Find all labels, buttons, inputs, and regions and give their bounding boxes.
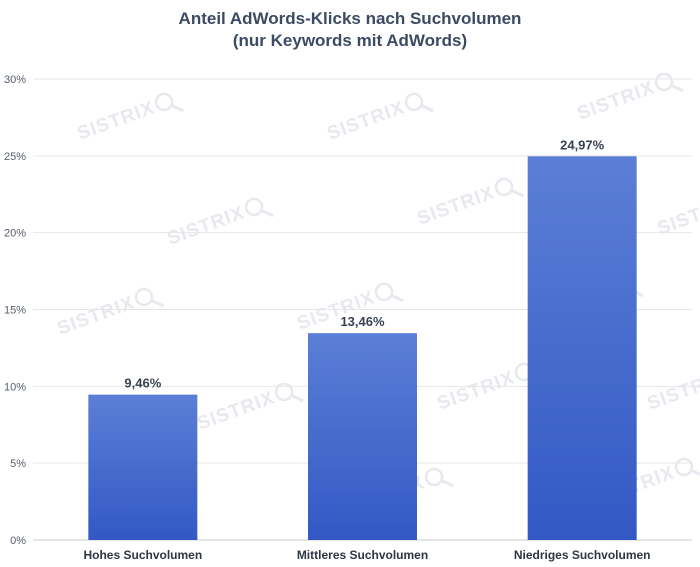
magnifier-icon xyxy=(154,92,174,112)
magnifier-icon xyxy=(674,457,694,477)
watermark-logo: SISTRIX xyxy=(435,362,544,415)
magnifier-icon xyxy=(494,177,514,197)
magnifier-icon xyxy=(374,282,394,302)
magnifier-handle xyxy=(391,294,404,303)
x-tick-label: Niedriges Suchvolumen xyxy=(514,548,651,562)
watermark-logo: SISTRIX xyxy=(165,197,274,250)
y-tick-label: 30% xyxy=(4,74,26,86)
magnifier-icon xyxy=(424,467,444,487)
bar xyxy=(527,156,637,541)
watermark-text: SISTRIX xyxy=(415,182,498,229)
watermark-logo: SISTRIX xyxy=(325,92,434,145)
magnifier-handle xyxy=(671,84,684,93)
magnifier-handle xyxy=(171,104,184,113)
watermark-logo: SISTRIX xyxy=(415,177,524,230)
magnifier-handle xyxy=(291,394,304,403)
data-label: 13,46% xyxy=(340,314,385,329)
watermark-logo: SISTRIX xyxy=(645,367,700,414)
magnifier-handle xyxy=(691,469,700,478)
magnifier-handle xyxy=(421,104,434,113)
magnifier-icon xyxy=(404,92,424,112)
magnifier-icon xyxy=(274,382,294,402)
watermark-text: SISTRIX xyxy=(575,77,658,124)
watermark-text: SISTRIX xyxy=(165,202,248,249)
y-tick-label: 20% xyxy=(4,228,26,240)
magnifier-handle xyxy=(261,209,274,218)
watermark-logo: SISTRIX xyxy=(195,382,304,435)
bar xyxy=(88,394,198,540)
chart-title: Anteil AdWords-Klicks nach Suchvolumen xyxy=(178,9,522,28)
y-axis: 0% 5% 10% 15% 20% 25% 30% xyxy=(4,74,26,547)
watermark-text: SISTRIX xyxy=(195,387,278,434)
watermark-text: SISTRIX xyxy=(435,367,518,414)
y-tick-label: 5% xyxy=(10,458,26,470)
magnifier-icon xyxy=(134,287,154,307)
watermark-logo: SISTRIX xyxy=(55,287,164,340)
x-axis: Hohes Suchvolumen Mittleres Suchvolumen Ni… xyxy=(83,548,650,562)
value-labels: 9,46% 13,46% 24,97% xyxy=(124,137,604,390)
x-tick-label: Hohes Suchvolumen xyxy=(83,548,202,562)
magnifier-handle xyxy=(441,479,454,488)
watermark-logo: SISTRIX xyxy=(575,72,684,125)
magnifier-handle xyxy=(511,189,524,198)
bar xyxy=(308,333,417,540)
x-tick-label: Mittleres Suchvolumen xyxy=(297,548,428,562)
watermark-text: SISTRIX xyxy=(325,97,408,144)
y-tick-label: 10% xyxy=(4,381,26,393)
magnifier-icon xyxy=(244,197,264,217)
y-tick-label: 0% xyxy=(10,535,26,547)
magnifier-icon xyxy=(654,72,674,92)
watermark-text: SISTRIX xyxy=(75,97,158,144)
watermark-text: SISTRIX xyxy=(645,367,700,414)
y-tick-label: 25% xyxy=(4,151,26,163)
bars xyxy=(88,156,637,541)
chart-subtitle: (nur Keywords mit AdWords) xyxy=(232,31,468,50)
magnifier-handle xyxy=(151,299,164,308)
data-label: 9,46% xyxy=(124,376,161,391)
watermark-logo: SISTRIX xyxy=(75,92,184,145)
watermark-text: SISTRIX xyxy=(55,292,138,339)
data-label: 24,97% xyxy=(560,137,605,152)
watermark-logo: SISTRIX xyxy=(655,192,700,239)
y-tick-label: 15% xyxy=(4,305,26,317)
